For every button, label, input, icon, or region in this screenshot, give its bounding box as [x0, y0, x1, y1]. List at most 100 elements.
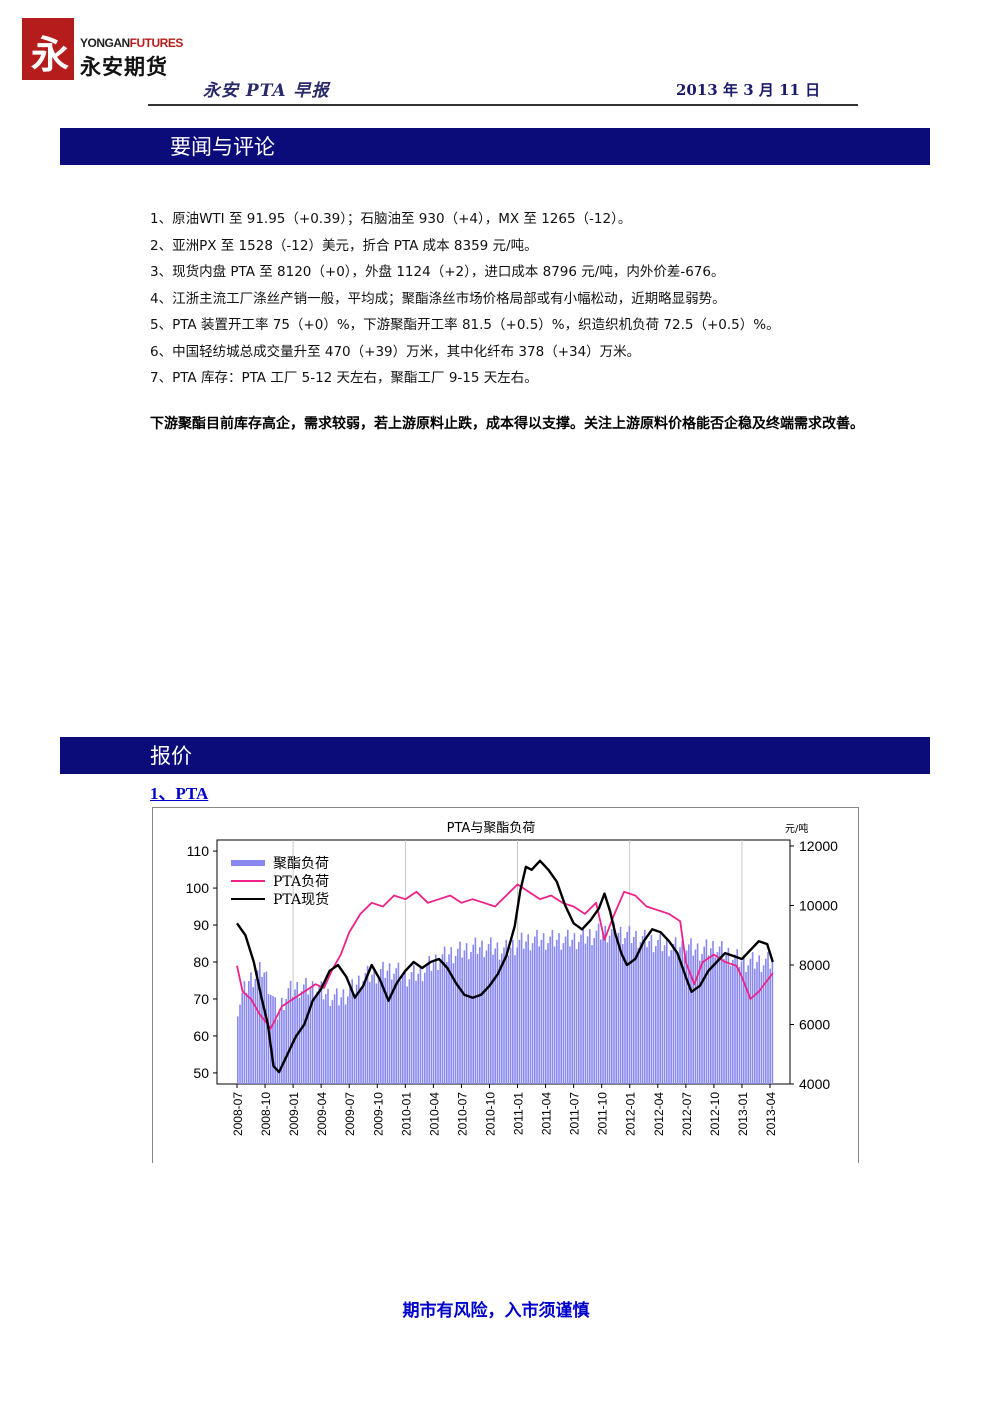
bar-polyester-load: [468, 959, 470, 1084]
bar-polyester-load: [454, 955, 457, 1084]
bar-polyester-load: [670, 950, 672, 1084]
bar-polyester-load: [263, 972, 265, 1084]
bar-polyester-load: [386, 970, 389, 1084]
bar-polyester-load: [586, 936, 589, 1084]
bar-polyester-load: [641, 935, 644, 1084]
x-tick-label: 2012-04: [652, 1092, 666, 1136]
bar-polyester-load: [432, 962, 435, 1084]
bar-polyester-load: [712, 941, 714, 1084]
bar-polyester-load: [289, 980, 292, 1084]
bar-polyester-load: [540, 939, 543, 1084]
bar-polyester-load: [756, 962, 758, 1084]
bar-polyester-load: [430, 970, 433, 1084]
bar-polyester-load: [762, 965, 765, 1084]
bar-polyester-load: [661, 951, 664, 1084]
bar-polyester-load: [496, 942, 499, 1084]
y-left-tick-label: 110: [187, 843, 210, 859]
bar-polyester-load: [672, 943, 675, 1084]
bar-polyester-load: [281, 997, 283, 1084]
bar-polyester-load: [705, 939, 708, 1084]
bar-polyester-load: [362, 980, 364, 1084]
bar-polyester-load: [443, 946, 446, 1084]
bar-polyester-load: [644, 929, 646, 1084]
bar-polyester-load: [760, 971, 763, 1084]
bar-polyester-load: [481, 940, 483, 1084]
bar-polyester-load: [635, 930, 637, 1084]
bar-polyester-load: [690, 938, 692, 1084]
bar-polyester-load: [415, 980, 417, 1084]
bar-polyester-load: [648, 941, 650, 1084]
bar-polyester-load: [441, 954, 444, 1084]
x-tick-label: 2011-01: [512, 1092, 526, 1135]
company-logo: 永 YONGANFUTURES 永安期货: [22, 18, 192, 80]
bar-polyester-load: [485, 950, 488, 1084]
y-right-tick-label: 10000: [799, 897, 838, 913]
bar-polyester-load: [677, 953, 679, 1084]
bar-polyester-load: [406, 986, 408, 1084]
bar-polyester-load: [377, 976, 380, 1084]
bar-polyester-load: [316, 991, 318, 1084]
bar-polyester-load: [747, 965, 749, 1084]
bar-polyester-load: [336, 988, 338, 1084]
x-tick-label: 2010-01: [399, 1092, 413, 1136]
bar-polyester-load: [589, 929, 591, 1084]
bar-polyester-load: [602, 932, 604, 1084]
bar-polyester-load: [659, 933, 661, 1084]
logo-mark: 永: [22, 18, 74, 80]
legend-swatch: [231, 860, 265, 866]
bar-polyester-load: [600, 939, 602, 1084]
bar-polyester-load: [483, 957, 485, 1084]
bar-polyester-load: [696, 943, 699, 1084]
bar-polyester-load: [448, 954, 450, 1084]
bar-polyester-load: [560, 949, 562, 1084]
news-item: 5、PTA 装置开工率 75（+0）%，下游聚酯开工率 81.5（+0.5）%，…: [150, 317, 780, 333]
bar-polyester-load: [681, 940, 683, 1084]
bar-polyester-load: [736, 949, 738, 1084]
y-left-tick-label: 70: [193, 991, 209, 1007]
bar-polyester-load: [765, 958, 767, 1084]
bar-polyester-load: [278, 1008, 281, 1084]
bar-polyester-load: [679, 947, 681, 1084]
bar-polyester-load: [498, 959, 501, 1084]
bar-polyester-load: [593, 937, 595, 1084]
bar-polyester-load: [283, 1010, 285, 1084]
bar-polyester-load: [245, 992, 248, 1084]
bar-polyester-load: [749, 958, 752, 1084]
bar-polyester-load: [619, 926, 622, 1084]
bar-polyester-load: [287, 988, 290, 1084]
bar-polyester-load: [384, 977, 386, 1084]
bar-polyester-load: [322, 999, 325, 1084]
legend-label: PTA现货: [273, 891, 329, 908]
bar-polyester-load: [325, 994, 327, 1084]
bar-polyester-load: [516, 947, 518, 1084]
bar-polyester-load: [701, 953, 703, 1084]
bar-polyester-load: [721, 940, 723, 1084]
bar-polyester-load: [298, 997, 301, 1084]
quote-section-title: 报价: [150, 744, 192, 768]
bar-polyester-load: [637, 948, 639, 1084]
bar-polyester-load: [685, 950, 688, 1084]
bar-polyester-load: [408, 979, 411, 1084]
x-tick-label: 2010-10: [483, 1092, 497, 1136]
bar-polyester-load: [553, 946, 556, 1084]
bar-polyester-load: [754, 968, 756, 1084]
pta-subsection-label[interactable]: 1、PTA: [150, 784, 209, 803]
bar-polyester-load: [617, 932, 620, 1084]
bar-polyester-load: [311, 981, 314, 1084]
bar-polyester-load: [382, 961, 384, 1084]
bar-polyester-load: [734, 954, 736, 1084]
bar-polyester-load: [573, 933, 576, 1084]
bar-polyester-load: [714, 957, 716, 1084]
y-right-tick-label: 12000: [799, 838, 838, 854]
pta-chart: PTA与聚酯负荷 元/吨 50 60 70 80 90 100 110 4000 6000 8000 1…: [186, 821, 839, 1136]
bar-polyester-load: [545, 949, 547, 1084]
bar-polyester-load: [314, 997, 316, 1084]
x-tick-label: 2008-10: [259, 1092, 273, 1136]
bar-polyester-load: [569, 946, 571, 1084]
bar-polyester-load: [410, 972, 413, 1084]
bar-polyester-load: [360, 989, 362, 1084]
bar-polyester-load: [391, 979, 393, 1084]
bar-polyester-load: [397, 962, 400, 1084]
bar-polyester-load: [732, 960, 734, 1084]
bar-polyester-load: [300, 991, 303, 1084]
